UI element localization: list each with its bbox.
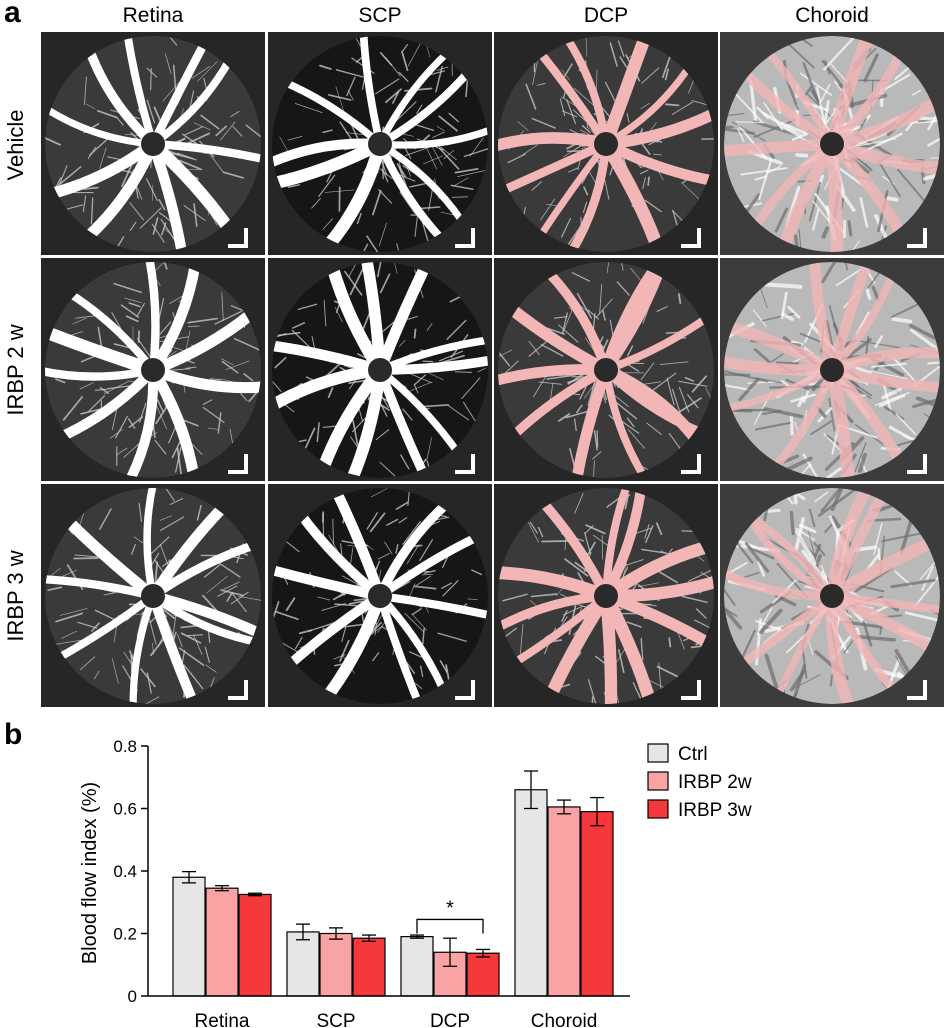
bar-retina-1	[205, 887, 239, 997]
bar-scp-0	[286, 931, 320, 997]
y-axis-label: Blood flow index (%)	[79, 782, 101, 964]
y-tick-label: 0.4	[113, 862, 137, 881]
y-tick-label: 0.6	[113, 800, 137, 819]
blood-flow-bar-chart: 0 0.2 0.4 0.6 0.8 Blood flow index (%) Retina S…	[79, 737, 752, 1028]
scale-bar	[907, 680, 927, 700]
scale-bar	[228, 228, 248, 248]
x-category-label: Retina	[195, 1011, 250, 1028]
panel-b-letter: b	[4, 718, 23, 751]
scale-bar	[455, 680, 475, 700]
legend-swatch	[647, 799, 669, 819]
scale-bar	[907, 454, 927, 474]
octa-image-irbp-2w-choroid	[720, 258, 944, 481]
octa-image-irbp-3w-scp	[268, 484, 492, 707]
scale-bar	[681, 680, 701, 700]
panel-a-letter: a	[4, 0, 21, 29]
scale-bar	[681, 454, 701, 474]
row-label-irbp-2w: IRBP 2 w	[3, 324, 28, 416]
octa-image-irbp-2w-scp	[268, 258, 492, 481]
row-label-irbp-3w: IRBP 3 w	[3, 550, 28, 642]
bar-choroid-2	[580, 811, 614, 997]
octa-image-irbp-3w-dcp	[494, 484, 718, 707]
octa-image-vehicle-choroid	[720, 32, 944, 255]
bar-retina-0	[172, 876, 206, 997]
octa-image-vehicle-scp	[268, 32, 492, 255]
octa-image-irbp-2w-retina	[41, 258, 265, 481]
y-tick-label: 0.8	[113, 737, 137, 756]
column-label-retina: Retina	[122, 4, 184, 27]
scale-bar	[455, 454, 475, 474]
y-tick-label: 0	[128, 987, 137, 1006]
column-label-choroid: Choroid	[795, 4, 869, 27]
x-category-label: DCP	[430, 1011, 470, 1028]
x-category-label: Choroid	[531, 1011, 598, 1028]
octa-image-irbp-3w-retina	[41, 484, 265, 707]
scale-bar	[681, 228, 701, 248]
legend-label: IRBP 2w	[678, 772, 752, 793]
legend-label: Ctrl	[678, 744, 708, 765]
column-label-scp: SCP	[358, 4, 402, 27]
bar-retina-2	[238, 893, 272, 997]
column-label-dcp: DCP	[583, 4, 629, 27]
bar-dcp-0	[400, 936, 434, 997]
scale-bar	[228, 680, 248, 700]
bar-scp-2	[352, 937, 386, 997]
legend-swatch	[647, 771, 669, 791]
scale-bar	[907, 228, 927, 248]
octa-image-irbp-3w-choroid	[720, 484, 944, 707]
octa-image-vehicle-dcp	[494, 32, 718, 255]
scale-bar	[228, 454, 248, 474]
scale-bar	[455, 228, 475, 248]
bar-scp-1	[319, 932, 353, 997]
x-category-label: SCP	[316, 1011, 355, 1028]
legend-label: IRBP 3w	[678, 800, 752, 821]
octa-image-irbp-2w-dcp	[494, 258, 718, 481]
legend-swatch	[647, 743, 669, 763]
octa-image-vehicle-retina	[41, 32, 265, 255]
significance-bracket	[416, 918, 484, 934]
significance-star: *	[446, 897, 454, 919]
y-tick-label: 0.2	[113, 925, 137, 944]
bar-dcp-2	[466, 952, 500, 997]
row-label-vehicle: Vehicle	[3, 109, 28, 181]
bar-choroid-0	[514, 789, 548, 997]
bar-choroid-1	[547, 806, 581, 997]
